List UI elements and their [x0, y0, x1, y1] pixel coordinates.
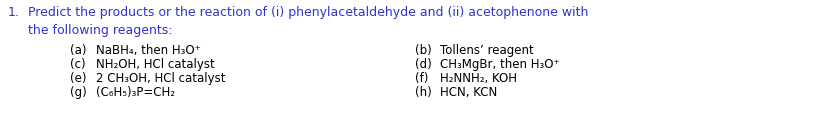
Text: Tollens’ reagent: Tollens’ reagent — [440, 44, 534, 57]
Text: 2 CH₃OH, HCl catalyst: 2 CH₃OH, HCl catalyst — [96, 72, 226, 85]
Text: NH₂OH, HCl catalyst: NH₂OH, HCl catalyst — [96, 58, 215, 71]
Text: (d): (d) — [415, 58, 432, 71]
Text: (c): (c) — [70, 58, 86, 71]
Text: (C₆H₅)₃P=CH₂: (C₆H₅)₃P=CH₂ — [96, 86, 175, 99]
Text: H₂NNH₂, KOH: H₂NNH₂, KOH — [440, 72, 517, 85]
Text: 1.: 1. — [8, 6, 20, 19]
Text: (h): (h) — [415, 86, 432, 99]
Text: (g): (g) — [70, 86, 87, 99]
Text: the following reagents:: the following reagents: — [28, 24, 173, 37]
Text: (a): (a) — [70, 44, 87, 57]
Text: CH₃MgBr, then H₃O⁺: CH₃MgBr, then H₃O⁺ — [440, 58, 560, 71]
Text: (f): (f) — [415, 72, 429, 85]
Text: (b): (b) — [415, 44, 432, 57]
Text: (e): (e) — [70, 72, 87, 85]
Text: Predict the products or the reaction of (i) phenylacetaldehyde and (ii) acetophe: Predict the products or the reaction of … — [28, 6, 588, 19]
Text: HCN, KCN: HCN, KCN — [440, 86, 497, 99]
Text: NaBH₄, then H₃O⁺: NaBH₄, then H₃O⁺ — [96, 44, 200, 57]
